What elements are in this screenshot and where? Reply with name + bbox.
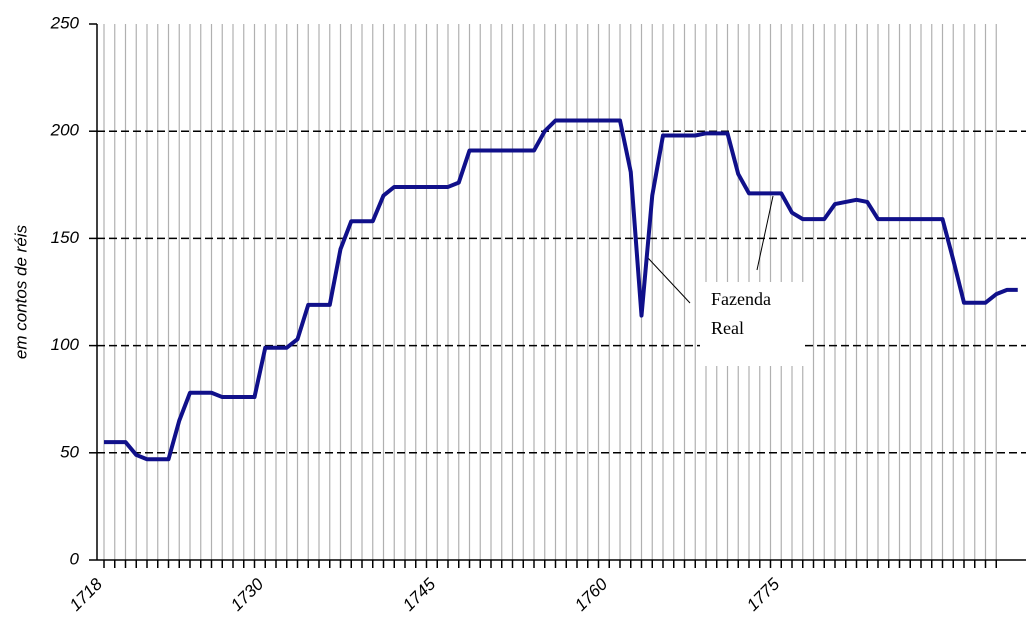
leader-line — [756, 195, 774, 271]
x-tick-label: 1718 — [66, 574, 107, 615]
x-tick-label: 1760 — [571, 574, 612, 615]
y-tick-label: 200 — [50, 121, 80, 140]
annotation-box — [700, 282, 805, 366]
annotation: Real — [711, 318, 744, 338]
y-axis-label: em contos de réis — [11, 224, 30, 359]
y-tick-label: 50 — [60, 442, 79, 461]
leader-line — [647, 257, 691, 304]
data-line — [104, 118, 1018, 462]
y-tick-label: 100 — [51, 335, 80, 354]
annotation: Fazenda — [711, 289, 771, 309]
x-tick-label: 1730 — [227, 574, 268, 615]
y-tick-label: 250 — [50, 13, 80, 32]
y-tick-label: 0 — [70, 549, 80, 568]
y-tick-label: 150 — [51, 228, 80, 247]
x-tick-label: 1745 — [399, 574, 440, 615]
x-tick-label: 1775 — [743, 574, 784, 615]
